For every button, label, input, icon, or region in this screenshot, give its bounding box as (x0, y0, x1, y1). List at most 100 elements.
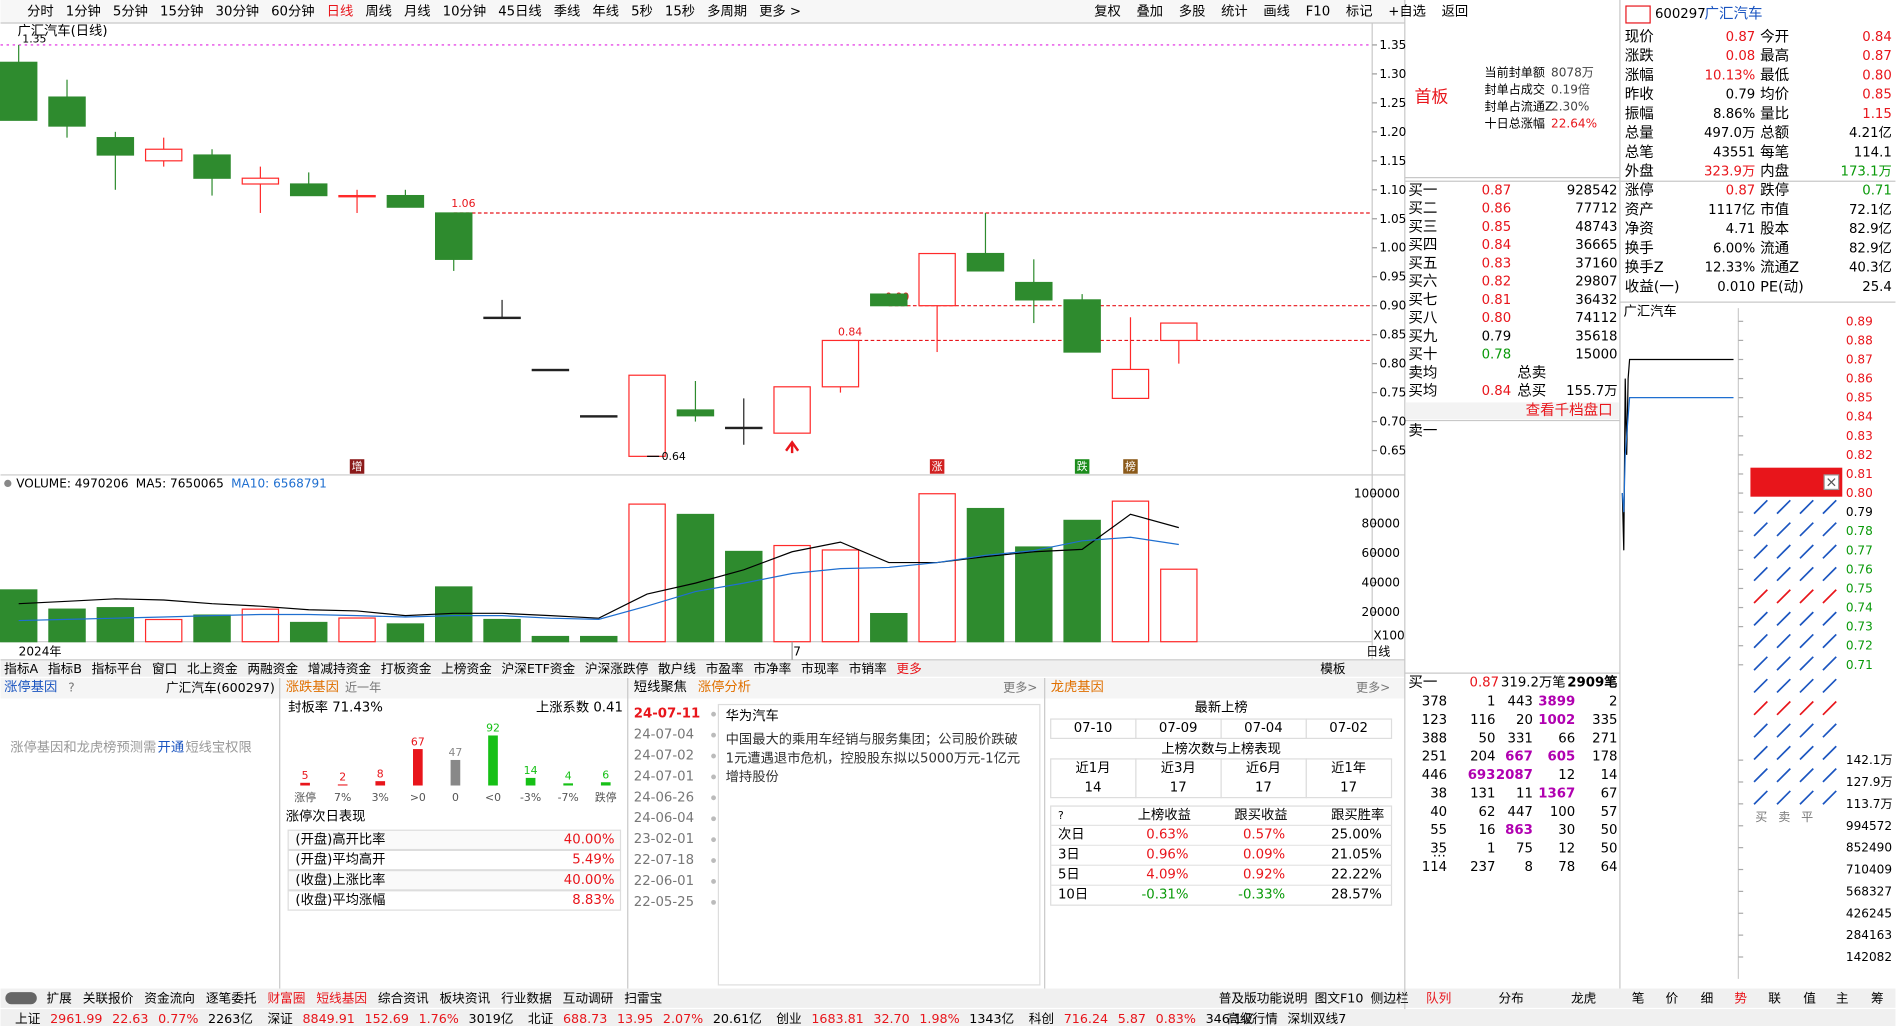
toolbar-button[interactable]: 多股 (1179, 3, 1206, 20)
draw-tool[interactable] (1799, 499, 1814, 515)
date-item[interactable]: 22-07-18 (634, 853, 694, 868)
side-tab[interactable]: 笔 (1632, 991, 1645, 1006)
draw-tool[interactable] (1799, 700, 1814, 716)
draw-tool[interactable] (1822, 633, 1837, 649)
indicator-tab[interactable]: 北上资金 (187, 661, 238, 676)
draw-tool[interactable] (1822, 611, 1837, 626)
draw-tool[interactable] (1822, 499, 1837, 515)
bottom-tab[interactable]: 资金流向 (144, 991, 195, 1006)
side-tab[interactable]: 主 (1836, 991, 1849, 1006)
period-button[interactable]: 日线 (1366, 644, 1390, 658)
bottom-tab[interactable]: 互动调研 (563, 991, 614, 1006)
period-tab[interactable]: 60分钟 (271, 3, 314, 20)
period-tab[interactable]: 45日线 (498, 4, 541, 20)
draw-tool[interactable] (1799, 522, 1814, 537)
bottom-link[interactable]: 普及版功能说明 (1219, 991, 1308, 1006)
side-tab[interactable]: 龙虎 (1571, 991, 1596, 1006)
draw-tool[interactable] (1753, 745, 1768, 761)
draw-tool[interactable] (1753, 499, 1768, 515)
draw-tool[interactable] (1822, 656, 1837, 671)
draw-tool[interactable] (1822, 589, 1837, 604)
side-tab[interactable]: 队列 (1426, 991, 1451, 1006)
draw-tool[interactable] (1799, 723, 1814, 738)
bottom-tab[interactable]: 行业数据 (501, 991, 552, 1006)
bottom-tab[interactable]: 关联报价 (83, 991, 134, 1006)
toolbar-button[interactable]: 画线 (1263, 4, 1290, 20)
draw-tool[interactable] (1776, 678, 1791, 694)
date-item[interactable]: 24-07-02 (634, 749, 694, 764)
draw-tool[interactable] (1753, 566, 1768, 582)
draw-tool[interactable] (1776, 656, 1791, 671)
draw-tool[interactable] (1776, 611, 1791, 626)
period-tab[interactable]: 分时 (27, 4, 54, 20)
draw-tool[interactable] (1822, 566, 1837, 582)
period-tab[interactable]: 5分钟 (113, 3, 148, 20)
indicator-tab[interactable]: 上榜资金 (441, 661, 492, 676)
draw-tool[interactable] (1799, 633, 1814, 649)
draw-tool[interactable] (1822, 522, 1837, 537)
period-tab[interactable]: 30分钟 (216, 3, 259, 20)
draw-tool[interactable] (1799, 566, 1814, 582)
indicator-tab[interactable]: 指标B (48, 661, 82, 676)
draw-tool[interactable] (1799, 589, 1814, 604)
draw-tool[interactable] (1822, 745, 1837, 761)
period-tab[interactable]: 1分钟 (66, 3, 101, 20)
indicator-tab[interactable]: 市盈率 (706, 661, 744, 676)
indicator-tab[interactable]: 增减持资金 (308, 661, 372, 676)
draw-tool[interactable] (1776, 723, 1791, 738)
draw-tool[interactable] (1799, 544, 1814, 559)
date-item[interactable]: 22-05-25 (634, 895, 694, 910)
side-tab[interactable]: 联 (1768, 991, 1781, 1006)
bottom-link[interactable]: 图文F10 (1315, 991, 1364, 1006)
indicator-tab[interactable]: 沪深ETF资金 (501, 661, 575, 676)
indicator-tab[interactable]: 市净率 (753, 661, 791, 676)
draw-tool[interactable] (1753, 544, 1768, 559)
date-item[interactable]: 23-02-01 (634, 832, 694, 847)
date-item[interactable]: 22-06-01 (634, 874, 694, 889)
draw-tool[interactable] (1822, 544, 1837, 559)
indicator-tab[interactable]: 指标A (4, 661, 38, 676)
draw-tool[interactable] (1753, 678, 1768, 694)
bottom-tab[interactable]: 扫雷宝 (624, 991, 662, 1006)
draw-tool-label[interactable]: 买 (1755, 810, 1767, 824)
date-item[interactable]: 24-06-04 (634, 811, 694, 826)
period-tab[interactable]: 多周期 (707, 3, 747, 20)
link[interactable]: 开通 (158, 740, 185, 756)
indicator-tab[interactable]: 市现率 (801, 661, 839, 676)
draw-tool[interactable] (1776, 790, 1791, 805)
indicator-tab[interactable]: 更多 (896, 661, 921, 676)
bottom-tab[interactable]: 综合资讯 (378, 991, 429, 1006)
draw-tool-label[interactable]: 平 (1801, 810, 1813, 824)
draw-tool[interactable] (1753, 767, 1768, 783)
period-tab[interactable]: 年线 (592, 4, 619, 20)
toolbar-button[interactable]: +自选 (1388, 4, 1426, 20)
draw-tool[interactable] (1822, 678, 1837, 694)
indicator-tab[interactable]: 两融资金 (247, 661, 298, 676)
draw-tool[interactable] (1753, 589, 1768, 604)
indicator-tab[interactable]: 散户线 (658, 661, 696, 676)
draw-tool[interactable] (1799, 656, 1814, 671)
period-tab[interactable]: 10分钟 (443, 3, 486, 20)
toolbar-button[interactable]: 标记 (1346, 4, 1373, 20)
period-tab[interactable]: 周线 (365, 4, 392, 20)
draw-tool[interactable] (1822, 767, 1837, 783)
toolbar-button[interactable]: 复权 (1094, 3, 1121, 20)
draw-tool[interactable] (1799, 745, 1814, 761)
bottom-tab[interactable]: 财富圈 (267, 991, 305, 1006)
side-tab[interactable]: 价 (1666, 991, 1679, 1006)
period-tab[interactable]: 月线 (404, 4, 431, 20)
template-button[interactable]: 模板 (1320, 661, 1346, 676)
draw-tool[interactable] (1799, 767, 1814, 783)
bottom-tab[interactable]: 板块资讯 (440, 991, 491, 1006)
draw-tool[interactable] (1776, 566, 1791, 582)
panel-tab[interactable]: 涨停分析 (698, 678, 751, 695)
period-tab[interactable]: 季线 (554, 4, 581, 20)
side-tab[interactable]: 分布 (1498, 991, 1523, 1006)
draw-tool[interactable] (1753, 723, 1768, 738)
indicator-tab[interactable]: 窗口 (152, 661, 177, 676)
period-tab[interactable]: 5秒 (631, 4, 653, 20)
draw-tool[interactable] (1799, 790, 1814, 805)
draw-tool[interactable] (1776, 700, 1791, 716)
draw-tool[interactable] (1822, 723, 1837, 738)
draw-tool[interactable] (1753, 656, 1768, 671)
